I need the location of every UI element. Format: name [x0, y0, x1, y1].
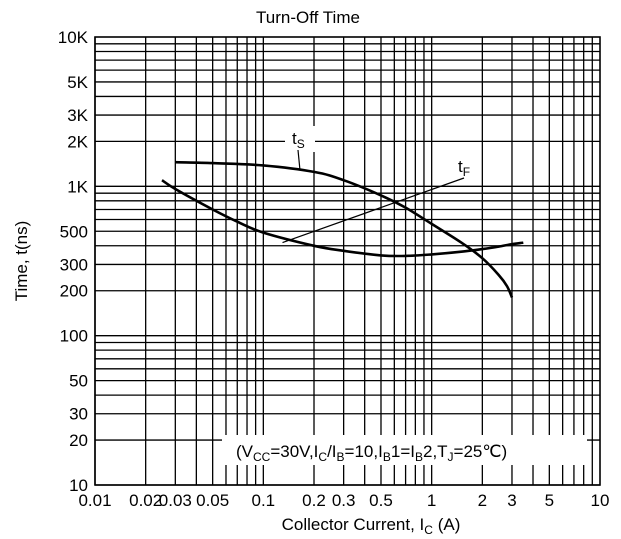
x-tick-label: 0.2: [302, 491, 326, 510]
series-label-subscript: F: [463, 165, 470, 179]
y-tick-label: 300: [60, 255, 88, 274]
series-label-main: t: [458, 157, 463, 176]
conditions-segment: 2,T: [423, 442, 448, 461]
conditions-segment: =10,I: [345, 442, 383, 461]
y-axis-label: Time, t(ns): [12, 221, 31, 302]
series-line-tS: [175, 160, 514, 299]
label-leader-tF: [282, 177, 465, 244]
x-tick-label: 5: [545, 491, 554, 510]
conditions-subscript: J: [448, 450, 454, 464]
x-tick-label: 0.02: [129, 491, 162, 510]
conditions-segment: =25℃): [454, 442, 508, 461]
series-label-subscript: S: [297, 137, 305, 151]
conditions-segment: /I: [327, 442, 336, 461]
label-mask: [285, 126, 315, 152]
chart-title: Turn-Off Time: [256, 8, 360, 27]
conditions-subscript: CC: [253, 450, 271, 464]
conditions-subscript: B: [415, 450, 423, 464]
series-line-tF: [161, 179, 524, 258]
series-label-tS: tS: [292, 129, 305, 151]
plot-frame: [94, 36, 601, 486]
x-tick-label: 0.05: [196, 491, 229, 510]
x-axis-label: Collector Current, IC (A): [282, 515, 461, 537]
x-tick-label: 3: [507, 491, 516, 510]
conditions-segment: 1=I: [391, 442, 415, 461]
x-axis-label-main: Collector Current, I: [282, 515, 425, 534]
conditions-mask: [222, 435, 587, 465]
series-label-tF: tF: [458, 157, 470, 179]
y-tick-label: 100: [60, 327, 88, 346]
conditions-subscript: B: [337, 450, 345, 464]
conditions-subscript: B: [383, 450, 391, 464]
curves: [161, 160, 524, 299]
conditions-segment: =30V,I: [270, 442, 318, 461]
series-label-main: t: [292, 129, 297, 148]
label-leader-tS: [297, 149, 301, 170]
x-tick-label: 0.5: [369, 491, 393, 510]
tick-labels: 0.01 0.020.03 0.05 0.1 0.2 0.3 0.5 1 2 3 5 10 10 20 30…: [58, 28, 610, 510]
x-tick-label: 10: [591, 491, 610, 510]
conditions-segment: (V: [236, 442, 254, 461]
x-tick-label: 1: [427, 491, 436, 510]
label-mask: [451, 154, 481, 180]
x-axis-label-unit: (A): [433, 515, 460, 534]
test-conditions: (VCC=30V,IC/IB=10,IB1=IB2,TJ=25℃): [222, 435, 587, 465]
x-tick-label: 0.3: [332, 491, 356, 510]
y-tick-label: 10: [69, 476, 88, 495]
conditions-text: (VCC=30V,IC/IB=10,IB1=IB2,TJ=25℃): [236, 442, 507, 464]
y-tick-label: 1K: [67, 177, 88, 196]
x-tick-label: 0.01: [78, 491, 111, 510]
y-tick-label: 3K: [67, 106, 88, 125]
y-tick-label: 20: [69, 431, 88, 450]
x-axis-label-subscript: C: [424, 523, 433, 537]
y-tick-label: 200: [60, 282, 88, 301]
y-tick-label: 5K: [67, 73, 88, 92]
x-tick-label: 2: [478, 491, 487, 510]
y-tick-label: 500: [60, 222, 88, 241]
y-tick-label: 30: [69, 405, 88, 424]
x-tick-label: 0.1: [252, 491, 276, 510]
chart-grid: [94, 36, 601, 486]
y-tick-label: 50: [69, 372, 88, 391]
x-tick-label: 0.03: [159, 491, 192, 510]
y-tick-label: 2K: [67, 132, 88, 151]
conditions-subscript: C: [318, 450, 327, 464]
y-tick-label: 10K: [58, 28, 89, 47]
